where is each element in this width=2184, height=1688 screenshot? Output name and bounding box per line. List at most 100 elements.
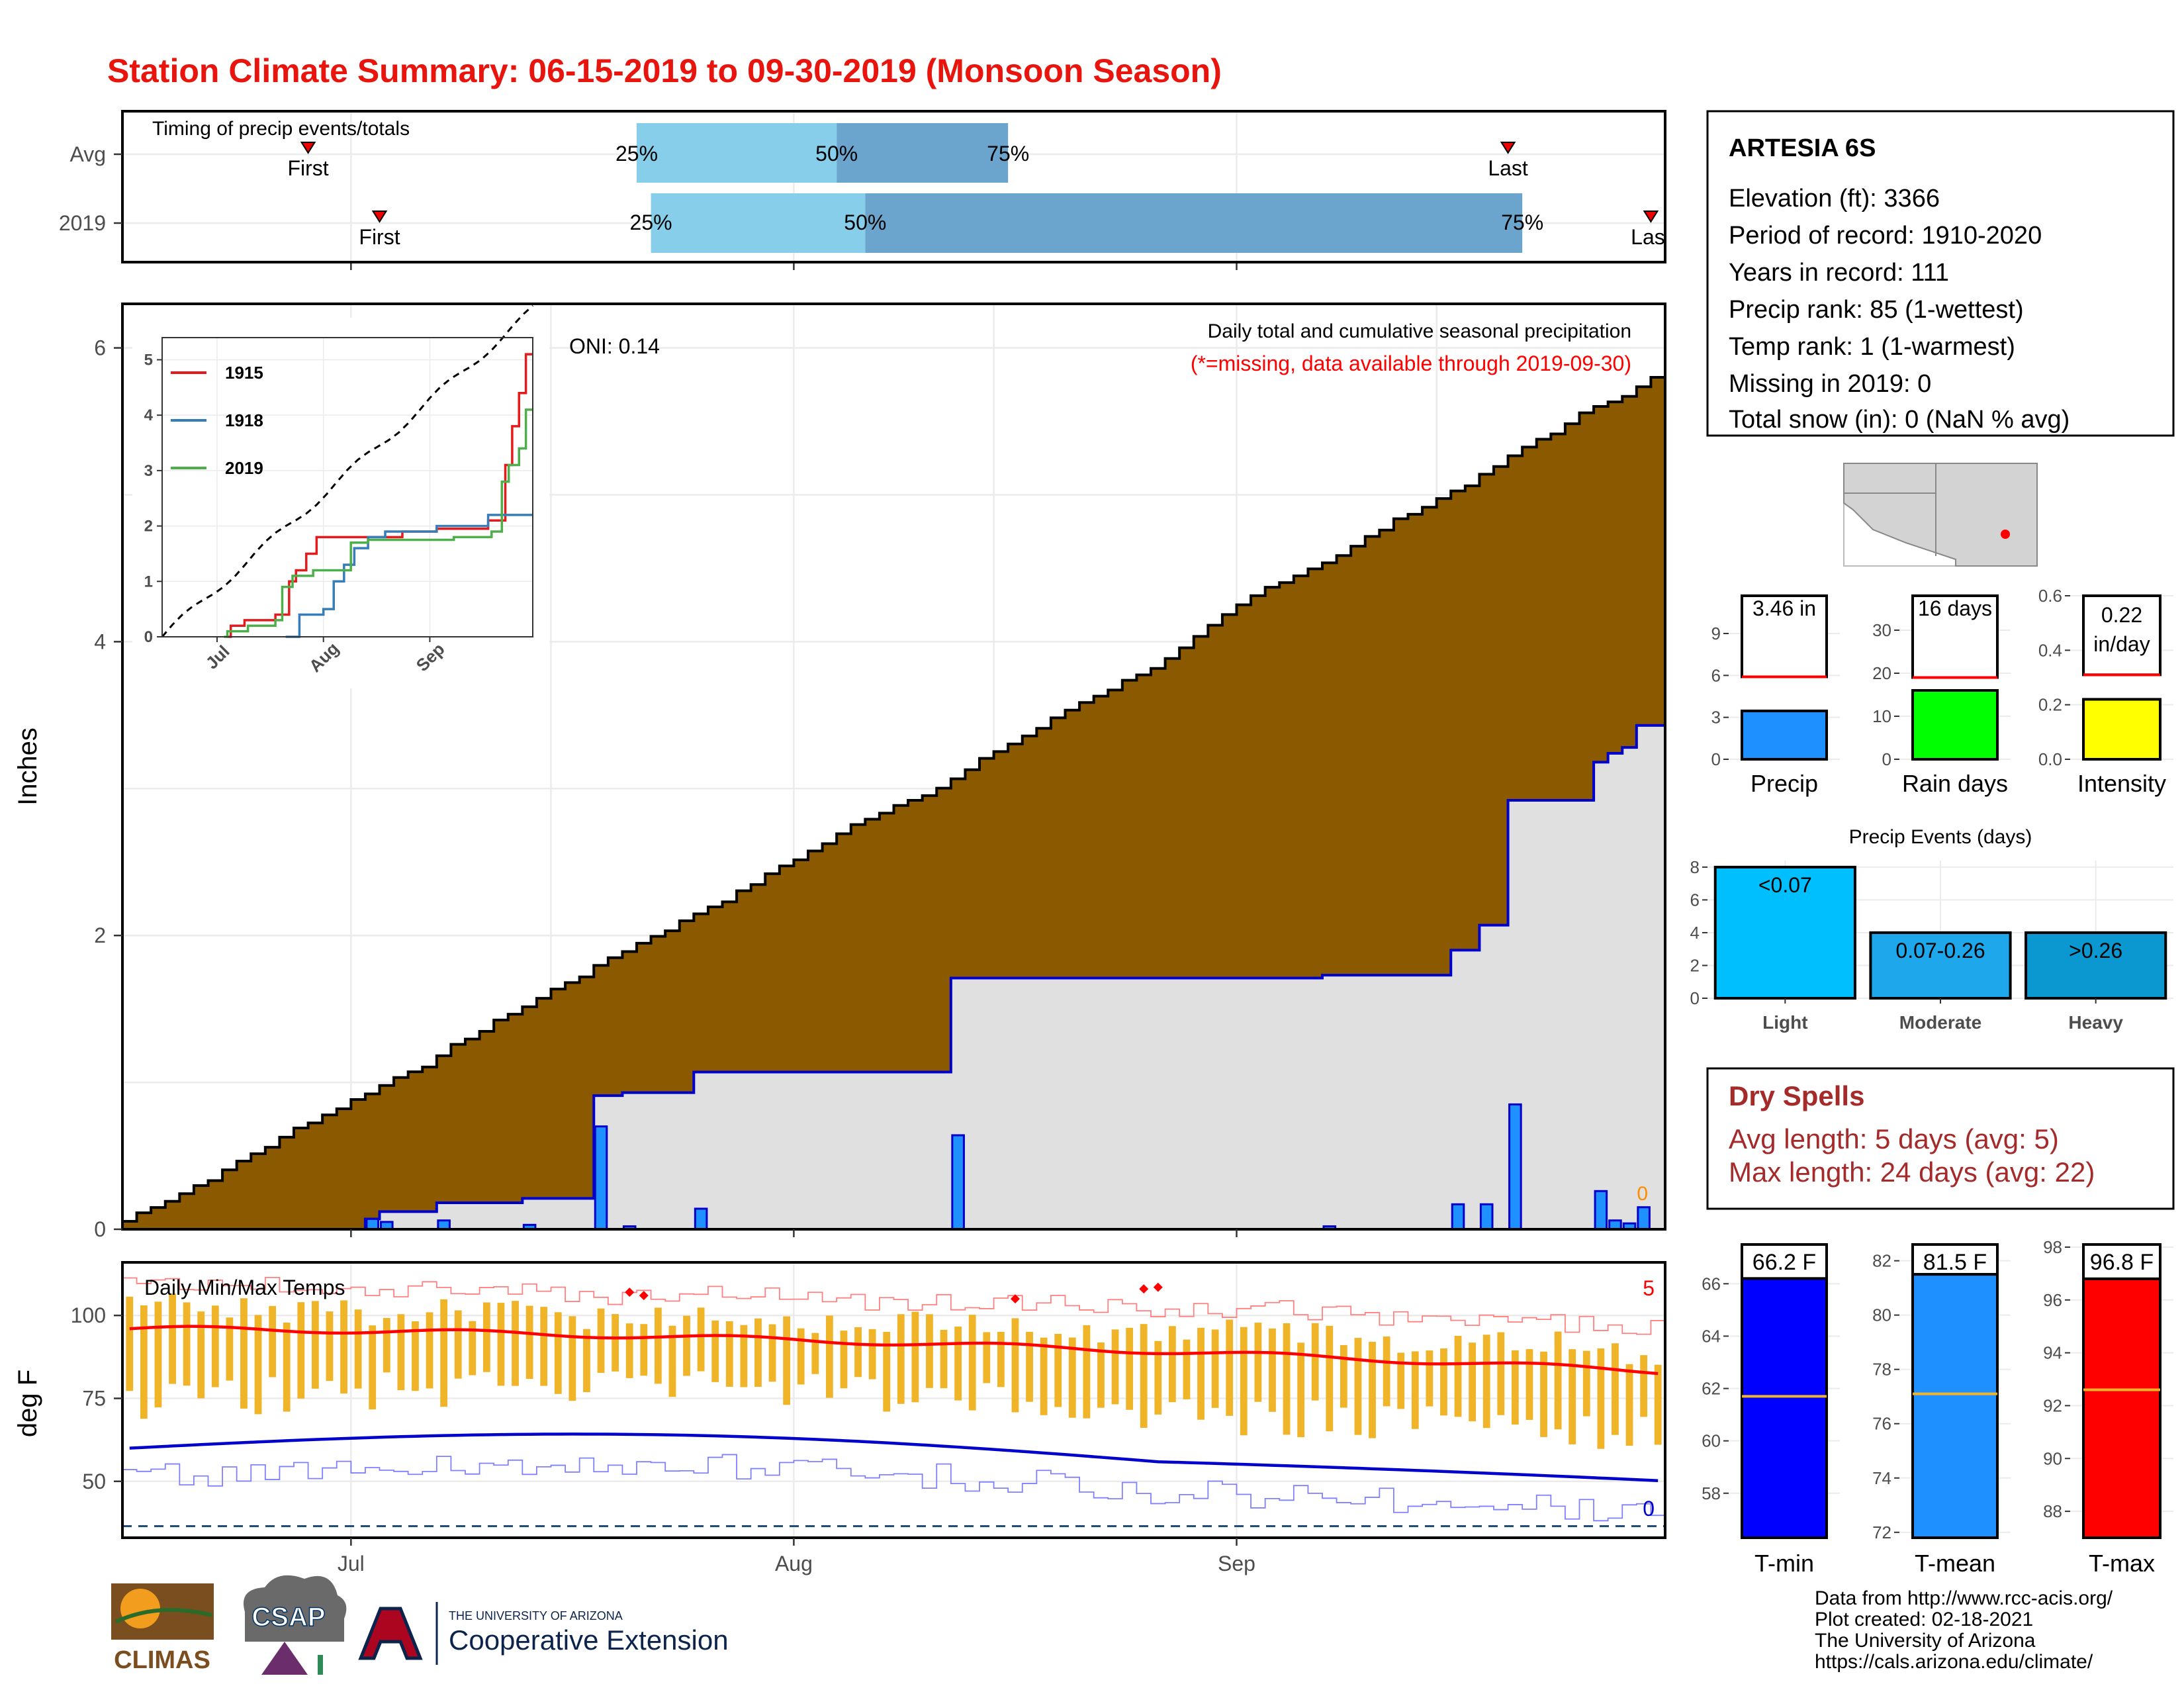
daily-temp-range-bar [1454, 1336, 1462, 1417]
daily-temp-range-bar [369, 1325, 377, 1410]
precip-annotation-title: Daily total and cumulative seasonal prec… [1208, 320, 1631, 342]
daily-temp-range-bar [283, 1323, 291, 1412]
temperature-bar-charts: 58 60 62 64 66 66.2 F T-min 72 74 76 78 80 82 81.5 F T… [1702, 1237, 2173, 1577]
daily-temp-range-bar [1383, 1336, 1390, 1407]
map-states-shape [1843, 463, 2038, 567]
events-bar-label-light: <0.07 [1758, 873, 1812, 897]
daily-temp-range-bar [1340, 1344, 1347, 1408]
temp-summary-y-tick-label: 80 [1872, 1305, 1891, 1325]
csap-logo-text: CSAP [251, 1603, 325, 1632]
dry-spells-box: Dry Spells Avg length: 5 days (avg: 5) M… [1706, 1067, 2175, 1210]
temp-summary-y-tick-label: 90 [2043, 1448, 2062, 1468]
inset-y-tick-label: 4 [144, 406, 154, 424]
summary-label-box-Intensity [2082, 594, 2161, 677]
daily-temp-range-bar [1154, 1340, 1162, 1415]
timing-label-75: 75% [987, 142, 1029, 165]
station-temp-rank: Temp rank: 1 (1-warmest) [1729, 333, 2015, 361]
temperature-y-axis-title: deg F [13, 1370, 42, 1437]
temperature-panel-border [121, 1261, 1666, 1539]
events-x-label-moderate: Moderate [1899, 1012, 1981, 1033]
daily-temp-range-bar [654, 1307, 662, 1384]
daily-temp-range-bar [297, 1302, 305, 1399]
daily-temp-range-bar [569, 1316, 576, 1401]
daily-temp-range-bar [1640, 1355, 1648, 1417]
temp-y-tick-label: 75 [82, 1386, 106, 1410]
temp-x-tick-label: Aug [775, 1552, 813, 1575]
summary-y-tick-label: 0 [1882, 749, 1891, 769]
temp-x-tick-label: Sep [1218, 1552, 1255, 1575]
temp-summary-y-tick-label: 74 [1872, 1468, 1891, 1488]
daily-temp-range-bar [768, 1324, 776, 1382]
temp-x-tick-label: Jul [338, 1552, 365, 1575]
avg-max-line [129, 1325, 1659, 1376]
footer-data-source: Data from http://www.rcc-acis.org/ [1815, 1587, 2113, 1609]
temp-summary-y-tick-label: 78 [1872, 1360, 1891, 1380]
daily-temp-range-bar [540, 1307, 548, 1386]
station-precip-rank: Precip rank: 85 (1-wettest) [1729, 296, 2024, 324]
daily-temp-range-bar [525, 1305, 533, 1380]
oni-label: ONI: 0.14 [569, 334, 660, 358]
daily-temp-range-bar [740, 1325, 748, 1387]
daily-temp-range-bar [211, 1305, 219, 1387]
summary-y-tick-label: 20 [1872, 663, 1891, 683]
last-event-label: Last [1631, 225, 1671, 249]
daily-temp-range-bar [997, 1331, 1005, 1387]
daily-temp-range-bar [254, 1315, 262, 1415]
temperature-panel: Daily Min/Max Temps 5 0 50 75 100 Jul Aug Se… [13, 1261, 1666, 1575]
daily-precip-bar [1508, 1103, 1522, 1231]
daily-temp-range-bar [1068, 1337, 1076, 1418]
temp-summary-value-T-max: 96.8 F [2090, 1250, 2154, 1275]
inset-y-tick-label: 1 [144, 573, 153, 590]
station-location-dot [2001, 530, 2010, 539]
temp-summary-bar-T-mean [1911, 1273, 1999, 1539]
record-high-marker [1010, 1294, 1020, 1304]
footer-university: The University of Arizona [1815, 1630, 2036, 1652]
daily-temp-range-bar [1183, 1339, 1191, 1399]
temp-summary-y-tick-label: 58 [1702, 1483, 1721, 1503]
summary-y-tick-label: 3 [1711, 708, 1721, 727]
footer-url: https://cals.arizona.edu/climate/ [1815, 1651, 2093, 1673]
inset-y-tick-label: 5 [144, 351, 153, 369]
summary-bar-Intensity [2082, 698, 2161, 761]
daily-temp-range-bar [1411, 1351, 1419, 1429]
daily-temp-range-bar [1283, 1323, 1291, 1435]
ua-logo-extension: Cooperative Extension [449, 1624, 729, 1656]
first-event-label: First [287, 156, 328, 180]
events-bar-moderate [1869, 931, 2012, 1000]
daily-temp-range-bar [783, 1316, 791, 1405]
summary-y-tick-label: 0.0 [2038, 749, 2062, 769]
daily-temp-range-bar [1369, 1342, 1376, 1438]
daily-temp-range-bar [197, 1311, 205, 1399]
daily-temp-range-bar [583, 1329, 590, 1393]
daily-temp-range-bar [1211, 1329, 1219, 1408]
summary-label-box-Precip [1741, 594, 1828, 679]
daily-temp-range-bar [469, 1321, 477, 1376]
summary-y-tick-label: 0.4 [2038, 640, 2062, 660]
precip-y-tick-label: 2 [94, 923, 106, 947]
daily-temp-range-bar [1612, 1343, 1619, 1435]
daily-temp-range-bar [1625, 1364, 1633, 1446]
dry-spells-avg: Avg length: 5 days (avg: 5) [1729, 1123, 2059, 1154]
record-high-marker [1139, 1284, 1149, 1294]
inset-border [161, 337, 533, 637]
first-event-marker [371, 211, 388, 223]
daily-temp-range-bar [1354, 1338, 1362, 1435]
record-max-line [122, 1276, 1665, 1335]
daily-temp-range-bar [1397, 1352, 1405, 1409]
daily-temp-range-bar [1569, 1349, 1576, 1444]
daily-temp-range-bar [440, 1299, 448, 1407]
temp-summary-label-box-T-max [2082, 1243, 2161, 1280]
daily-temp-range-bar [1482, 1335, 1490, 1429]
daily-temp-range-bar [1026, 1331, 1033, 1402]
events-y-tick-label: 8 [1690, 857, 1700, 877]
timing-label-50: 50% [815, 142, 858, 165]
inset-line-2019 [224, 408, 533, 638]
daily-temp-range-bar [1597, 1348, 1605, 1449]
daily-temp-range-bar [154, 1301, 162, 1408]
temp-summary-axis-label-T-min: T-min [1754, 1550, 1814, 1577]
events-bar-label-moderate: 0.07-0.26 [1895, 939, 1985, 962]
temp-summary-bar-T-max [2082, 1277, 2161, 1540]
daily-precip-bar [1451, 1203, 1465, 1231]
summary-y-tick-label: 0.2 [2038, 695, 2062, 715]
